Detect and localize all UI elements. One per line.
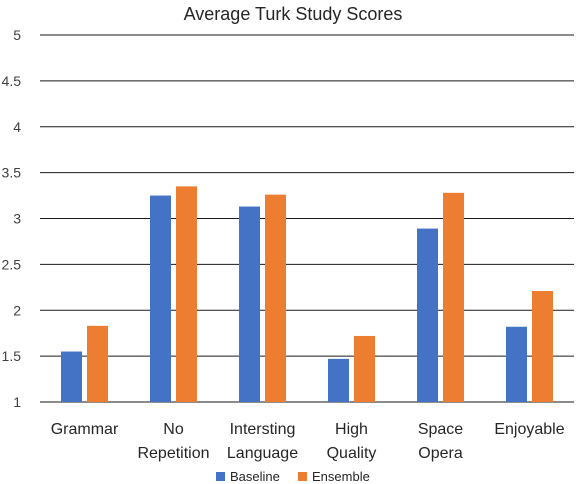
y-tick-label: 2 — [13, 302, 21, 318]
x-category-label: Intersting Language — [227, 421, 298, 462]
x-category-label-line: No — [163, 421, 184, 438]
bar-baseline — [239, 206, 260, 402]
x-category-label-line: Grammar — [51, 421, 119, 438]
y-tick-label: 4.5 — [2, 73, 22, 89]
bar-baseline — [61, 351, 82, 402]
x-category-label-line: Language — [227, 445, 298, 462]
bar-ensemble — [265, 194, 286, 402]
bar-ensemble — [443, 192, 464, 402]
chart-title: Average Turk Study Scores — [184, 4, 403, 24]
x-category-label-line: Quality — [327, 445, 377, 462]
bar-baseline — [328, 358, 349, 402]
x-category-label: High Quality — [327, 421, 377, 462]
x-category-label-line: Space — [418, 421, 463, 438]
legend-swatch-ensemble — [298, 472, 307, 481]
legend-swatch-baseline — [216, 472, 225, 481]
gridlines — [40, 34, 574, 403]
bar-ensemble — [354, 335, 375, 402]
x-category-label-line: Opera — [418, 445, 463, 462]
legend-label: Ensemble — [312, 469, 370, 484]
legend-label: Baseline — [230, 469, 280, 484]
bar-baseline — [150, 195, 171, 402]
bar-baseline — [417, 228, 438, 402]
bar-ensemble — [176, 186, 197, 402]
y-tick-label: 3 — [13, 211, 21, 227]
y-tick-label: 5 — [13, 27, 21, 43]
y-axis-tick-labels: 1 1.5 2 2.5 3 3.5 4 4.5 5 — [2, 27, 22, 410]
legend: Baseline Ensemble — [216, 469, 370, 484]
x-category-label-line: Intersting — [230, 421, 296, 438]
y-tick-label: 1 — [13, 394, 21, 410]
x-category-label-line: High — [335, 421, 368, 438]
x-category-label: Space Opera — [418, 421, 463, 462]
bar-ensemble — [532, 290, 553, 402]
y-tick-label: 2.5 — [2, 256, 22, 272]
bar-ensemble — [87, 325, 108, 402]
x-category-label-line: Repetition — [137, 445, 209, 462]
bar-baseline — [506, 326, 527, 402]
y-tick-label: 4 — [13, 119, 21, 135]
y-tick-label: 3.5 — [2, 165, 22, 181]
x-category-label: No Repetition — [137, 421, 209, 462]
x-category-label-line: Enjoyable — [494, 421, 564, 438]
bars — [61, 186, 553, 402]
x-category-label: Enjoyable — [494, 421, 564, 438]
x-category-label: Grammar — [51, 421, 119, 438]
x-axis-category-labels: Grammar No Repetition Intersting Language Hig… — [51, 421, 565, 462]
y-tick-label: 1.5 — [2, 348, 22, 364]
